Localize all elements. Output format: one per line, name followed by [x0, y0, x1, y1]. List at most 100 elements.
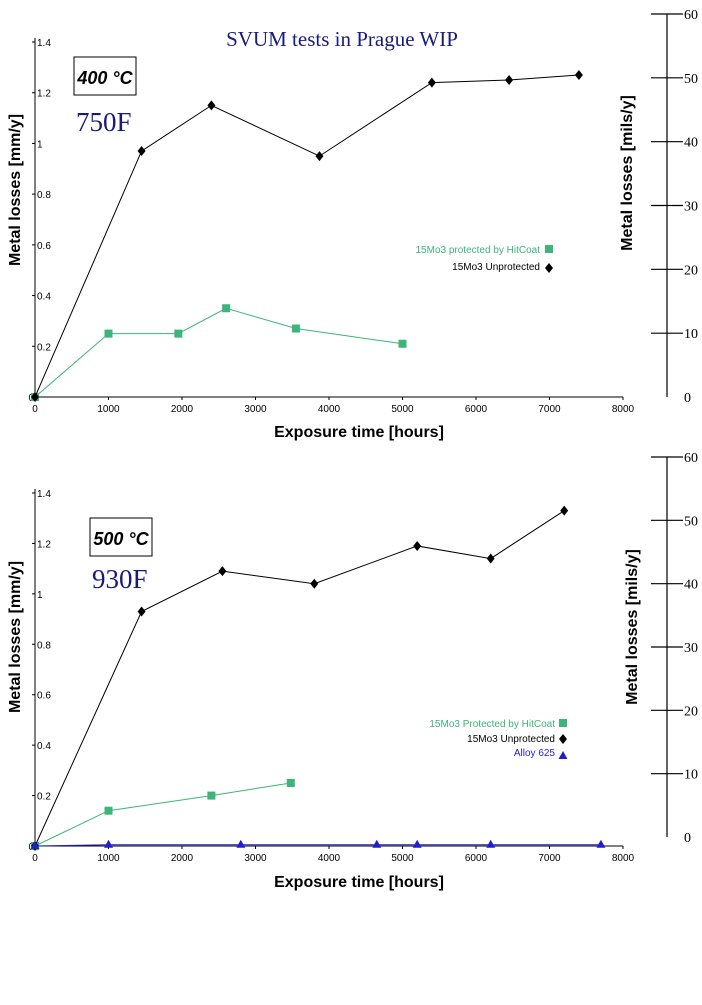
x-tick-label: 4000: [318, 404, 341, 415]
data-point: [174, 329, 183, 338]
x-tick-label: 8000: [612, 853, 635, 864]
y-axis-title: Metal losses [mm/y]: [7, 114, 24, 266]
y2-tick-label: 10: [684, 327, 698, 342]
y-tick-label: 1: [37, 590, 43, 601]
data-point: [427, 77, 436, 88]
x-tick-label: 7000: [538, 404, 561, 415]
legend-label: 15Mo3 Unprotected: [467, 734, 555, 745]
data-point: [104, 806, 113, 815]
data-point: [413, 540, 422, 551]
chart-500c: 0 1000 2000 3000 4000 5000 6000 7000 8000 0 0.2 0.4…: [7, 451, 698, 891]
y2-tick-label: 0: [684, 391, 691, 406]
data-point: [137, 146, 146, 157]
y-tick-label: 1.4: [37, 38, 51, 49]
data-point: [207, 791, 216, 800]
y2-tick-label: 50: [684, 72, 698, 87]
y2-tick-label: 60: [684, 8, 698, 23]
y-tick-label: 1: [37, 139, 43, 150]
y-tick-label: 0.6: [37, 241, 51, 252]
legend-label: 15Mo3 Unprotected: [452, 262, 540, 273]
y-tick-label: 0.4: [37, 741, 51, 752]
temp-box: [89, 517, 153, 557]
y2-tick-label: 40: [684, 578, 698, 593]
data-point: [486, 553, 495, 564]
data-point: [310, 578, 319, 589]
data-point: [315, 151, 324, 162]
x-tick-label: 4000: [318, 853, 341, 864]
data-point: [574, 69, 583, 80]
data-point: [372, 839, 382, 848]
page-title: SVUM tests in Prague WIP: [226, 27, 458, 51]
data-point: [222, 304, 231, 313]
y-tick-label: 0.2: [37, 792, 51, 803]
x-tick-label: 1000: [97, 853, 120, 864]
x-tick-label: 7000: [538, 853, 561, 864]
data-point: [505, 75, 514, 86]
y-tick-label: 1.2: [37, 539, 51, 550]
y-tick-label: 0.8: [37, 190, 51, 201]
y2-tick-label: 0: [684, 831, 691, 846]
data-point: [286, 778, 295, 787]
data-point: [137, 606, 146, 617]
legend-label: Alloy 625: [514, 748, 556, 759]
y2-tick-label: 10: [684, 768, 698, 783]
legend-marker: [559, 734, 567, 744]
x-tick-label: 0: [32, 404, 38, 415]
x-tick-label: 5000: [391, 853, 414, 864]
x-tick-label: 5000: [391, 404, 414, 415]
x-tick-label: 2000: [171, 404, 194, 415]
data-point: [236, 839, 246, 848]
y2-tick-label: 30: [684, 641, 698, 656]
series-line: [34, 782, 291, 847]
x-tick-label: 3000: [244, 404, 267, 415]
temp-box: [73, 56, 137, 96]
x-axis-title: Exposure time [hours]: [274, 874, 444, 891]
legend-marker: [558, 751, 568, 759]
data-point: [207, 100, 216, 111]
data-point: [596, 839, 606, 848]
temp-fahrenheit-label: 930F: [92, 564, 148, 594]
x-tick-label: 3000: [244, 853, 267, 864]
data-point: [104, 329, 113, 338]
chart-400c: 0 1000 2000 3000 4000 5000 6000 7000 8000 0 0.2 0.4…: [7, 8, 698, 441]
x-tick-label: 6000: [465, 853, 488, 864]
y2-tick-label: 30: [684, 200, 698, 215]
data-point: [30, 841, 40, 849]
data-point: [486, 839, 496, 848]
y2-axis-title: Metal losses [mils/y]: [624, 549, 641, 705]
y2-tick-label: 50: [684, 514, 698, 529]
data-point: [104, 839, 113, 848]
temp-celsius-label: 500 °C: [93, 529, 149, 549]
y2-tick-label: 60: [684, 451, 698, 466]
x-tick-label: 8000: [612, 404, 635, 415]
y2-axis-title: Metal losses [mils/y]: [619, 95, 636, 251]
data-point: [560, 505, 569, 516]
x-tick-label: 2000: [171, 853, 194, 864]
data-point: [412, 839, 422, 848]
y-tick-label: 1.2: [37, 89, 51, 100]
y-tick-label: 0.8: [37, 640, 51, 651]
data-point: [398, 339, 407, 348]
legend-marker: [545, 245, 553, 253]
legend-label: 15Mo3 protected by HitCoat: [415, 245, 540, 256]
y2-tick-label: 40: [684, 136, 698, 151]
data-point: [218, 566, 227, 577]
legend-marker: [559, 719, 567, 727]
temp-celsius-label: 400 °C: [76, 68, 133, 88]
x-tick-label: 0: [32, 853, 38, 864]
x-tick-label: 6000: [465, 404, 488, 415]
y2-tick-label: 20: [684, 263, 698, 278]
data-point: [291, 324, 300, 333]
legend-marker: [545, 263, 553, 273]
temp-fahrenheit-label: 750F: [76, 107, 132, 137]
y-tick-label: 0.4: [37, 292, 51, 303]
series-line: [34, 510, 565, 847]
y-tick-label: 0.6: [37, 691, 51, 702]
y2-tick-label: 20: [684, 704, 698, 719]
y-tick-label: 1.4: [37, 489, 51, 500]
y-tick-label: 0.2: [37, 342, 51, 353]
data-point: [31, 392, 39, 402]
y-axis-title: Metal losses [mm/y]: [7, 561, 24, 713]
series-line: [34, 307, 403, 398]
